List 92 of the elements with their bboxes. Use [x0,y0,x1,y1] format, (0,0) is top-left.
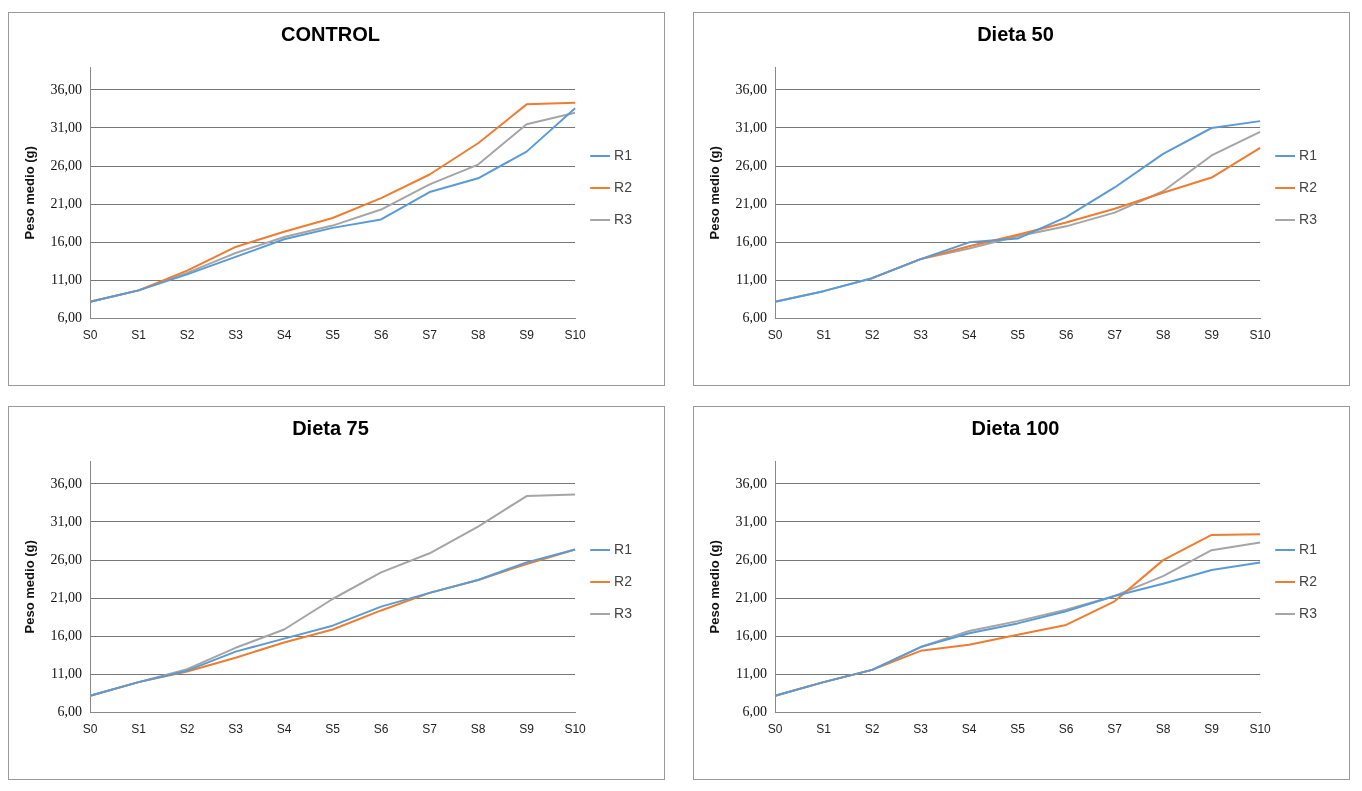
x-tick-label: S8 [1155,328,1171,343]
x-tick-label: S4 [961,722,977,737]
y-tick-label: 21,00 [735,195,768,211]
y-tick-label: 11,00 [736,272,768,288]
x-tick-label: S7 [1107,722,1123,737]
x-tick-label: S0 [82,328,98,343]
y-tick-label: 21,00 [735,589,768,605]
x-tick-label: S10 [564,722,587,737]
y-tick-label: 21,00 [50,589,83,605]
x-tick-label: S10 [564,328,587,343]
x-tick-label: S5 [1010,722,1026,737]
x-tick-label: S2 [864,722,880,737]
legend-label: R1 [1299,540,1318,557]
y-tick-label: 16,00 [50,234,83,250]
x-tick-label: S3 [228,722,244,737]
y-tick-label: 26,00 [50,157,83,173]
y-tick-label: 11,00 [736,666,768,682]
y-tick-label: 36,00 [50,81,83,97]
x-tick-label: S8 [470,722,486,737]
y-axis-title: Peso medio (g) [707,540,723,634]
x-tick-label: S7 [422,722,438,737]
y-tick-label: 16,00 [735,628,768,644]
x-tick-label: S5 [1010,328,1026,343]
x-tick-label: S10 [1249,722,1272,737]
y-tick-label: 26,00 [735,551,768,567]
y-tick-label: 21,00 [50,195,83,211]
y-tick-label: 6,00 [742,310,768,326]
y-tick-label: 31,00 [50,119,83,135]
legend-label: R2 [614,572,633,589]
y-tick-label: 31,00 [50,513,83,529]
x-tick-label: S6 [373,328,389,343]
chart-title: Dieta 100 [971,416,1060,439]
legend-label: R2 [1299,572,1318,589]
x-tick-label: S9 [519,722,535,737]
y-tick-label: 6,00 [57,704,83,720]
x-tick-label: S6 [373,722,389,737]
y-tick-label: 31,00 [735,513,768,529]
x-tick-label: S0 [767,722,783,737]
x-tick-label: S2 [179,328,195,343]
legend-label: R3 [1299,210,1318,227]
x-tick-label: S8 [1155,722,1171,737]
y-tick-label: 26,00 [735,157,768,173]
y-tick-label: 36,00 [50,475,83,491]
y-tick-label: 31,00 [735,119,768,135]
x-tick-label: S9 [1204,328,1220,343]
y-tick-label: 11,00 [51,272,83,288]
y-tick-label: 6,00 [57,310,83,326]
x-tick-label: S9 [519,328,535,343]
legend-label: R1 [614,146,633,163]
x-tick-label: S3 [913,722,929,737]
legend-label: R3 [1299,604,1318,621]
x-tick-label: S9 [1204,722,1220,737]
x-tick-label: S7 [1107,328,1123,343]
legend-label: R3 [614,604,633,621]
x-tick-label: S4 [276,328,292,343]
x-tick-label: S0 [767,328,783,343]
y-tick-label: 11,00 [51,666,83,682]
y-tick-label: 16,00 [735,234,768,250]
chart-title: CONTROL [281,22,380,45]
y-axis-title: Peso medio (g) [22,146,38,240]
x-tick-label: S4 [276,722,292,737]
x-tick-label: S10 [1249,328,1272,343]
legend-label: R3 [614,210,633,227]
legend-label: R2 [614,178,633,195]
chart-title: Dieta 50 [977,22,1054,45]
legend-label: R2 [1299,178,1318,195]
x-tick-label: S5 [325,328,341,343]
legend-label: R1 [1299,146,1318,163]
x-tick-label: S8 [470,328,486,343]
x-tick-label: S1 [131,722,147,737]
x-tick-label: S1 [131,328,147,343]
x-tick-label: S6 [1058,722,1074,737]
y-tick-label: 16,00 [50,628,83,644]
y-tick-label: 36,00 [735,81,768,97]
x-tick-label: S5 [325,722,341,737]
x-tick-label: S0 [82,722,98,737]
x-tick-label: S1 [816,722,832,737]
x-tick-label: S6 [1058,328,1074,343]
x-tick-label: S3 [913,328,929,343]
y-tick-label: 6,00 [742,704,768,720]
legend-label: R1 [614,540,633,557]
chart-title: Dieta 75 [292,416,369,439]
x-tick-label: S1 [816,328,832,343]
x-tick-label: S3 [228,328,244,343]
y-tick-label: 36,00 [735,475,768,491]
x-tick-label: S2 [864,328,880,343]
y-tick-label: 26,00 [50,551,83,567]
x-tick-label: S7 [422,328,438,343]
y-axis-title: Peso medio (g) [707,146,723,240]
x-tick-label: S2 [179,722,195,737]
x-tick-label: S4 [961,328,977,343]
y-axis-title: Peso medio (g) [22,540,38,634]
